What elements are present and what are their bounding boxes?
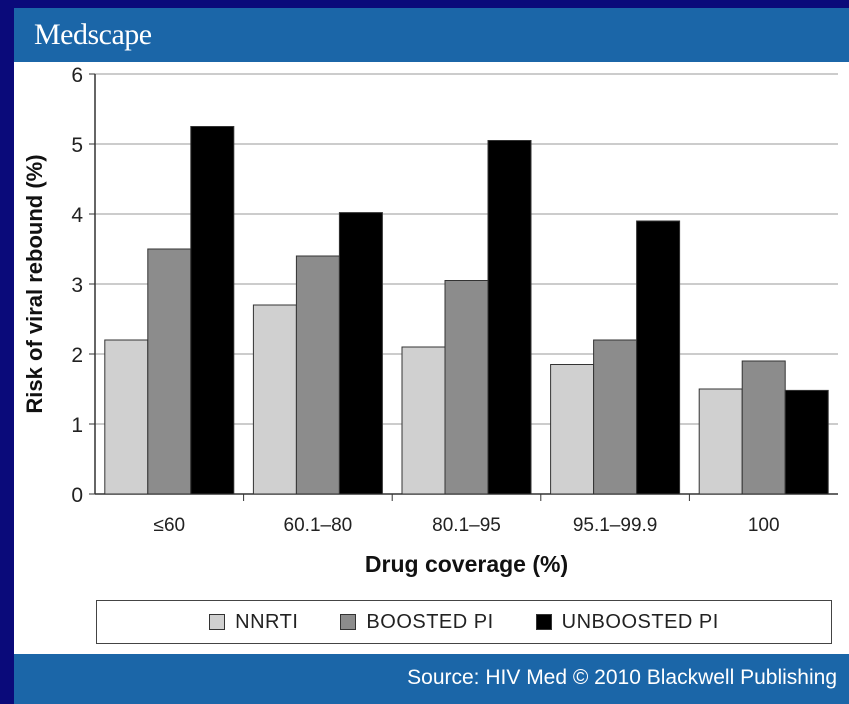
bar xyxy=(636,220,681,495)
legend-swatch-nnrti xyxy=(209,614,226,630)
legend-swatch-unboosted-pi xyxy=(535,614,552,630)
x-tick-label: 95.1–99.9 xyxy=(573,515,658,536)
y-tick-label: 3 xyxy=(71,274,83,297)
source-credit: Source: HIV Med © 2010 Blackwell Publish… xyxy=(407,666,837,689)
bar xyxy=(190,126,235,495)
x-tick-label: 80.1–95 xyxy=(432,515,501,536)
legend-label-unboosted-pi: UNBOOSTED PI xyxy=(561,610,719,633)
y-tick-label: 2 xyxy=(71,344,83,367)
legend-item-boosted-pi: BOOSTED PI xyxy=(340,611,493,634)
x-tick-label: ≤60 xyxy=(154,515,186,536)
bar xyxy=(252,304,297,495)
bar xyxy=(147,248,192,495)
bar xyxy=(784,389,829,495)
bar xyxy=(593,339,638,495)
bar xyxy=(741,360,786,495)
bar xyxy=(401,346,446,495)
bar xyxy=(698,388,743,495)
legend-item-unboosted-pi: UNBOOSTED PI xyxy=(535,610,719,634)
y-tick-label: 6 xyxy=(71,64,83,87)
y-tick-label: 5 xyxy=(71,134,83,157)
bar xyxy=(104,339,149,495)
bar xyxy=(487,140,532,495)
y-axis-title: Risk of viral rebound (%) xyxy=(22,154,47,413)
x-tick-label: 100 xyxy=(748,515,780,536)
bar xyxy=(550,364,595,495)
chart-panel: 0 1 2 3 4 5 6 ≤60 60.1–80 80.1–95 95.1–99.9 100 Drug… xyxy=(14,62,849,654)
footer-bar: Source: HIV Med © 2010 Blackwell Publish… xyxy=(14,654,849,704)
header-bar: Medscape xyxy=(14,8,849,62)
bar xyxy=(338,212,383,495)
brand-logo: Medscape xyxy=(34,18,152,51)
chart-legend: NNRTI BOOSTED PI UNBOOSTED PI xyxy=(96,600,832,644)
bar xyxy=(295,255,340,495)
y-tick-label: 1 xyxy=(71,414,83,437)
legend-label-nnrti: NNRTI xyxy=(235,610,299,633)
legend-item-nnrti: NNRTI xyxy=(209,611,298,634)
x-tick-label: 60.1–80 xyxy=(284,515,353,536)
y-tick-label: 4 xyxy=(71,204,83,227)
legend-label-boosted-pi: BOOSTED PI xyxy=(366,610,494,633)
bar xyxy=(444,280,489,495)
x-axis-title: Drug coverage (%) xyxy=(365,551,568,577)
y-tick-label: 0 xyxy=(71,484,83,507)
legend-swatch-boosted-pi xyxy=(340,614,357,630)
bar-chart: 0 1 2 3 4 5 6 ≤60 60.1–80 80.1–95 95.1–99.9 100 Drug… xyxy=(22,64,838,577)
